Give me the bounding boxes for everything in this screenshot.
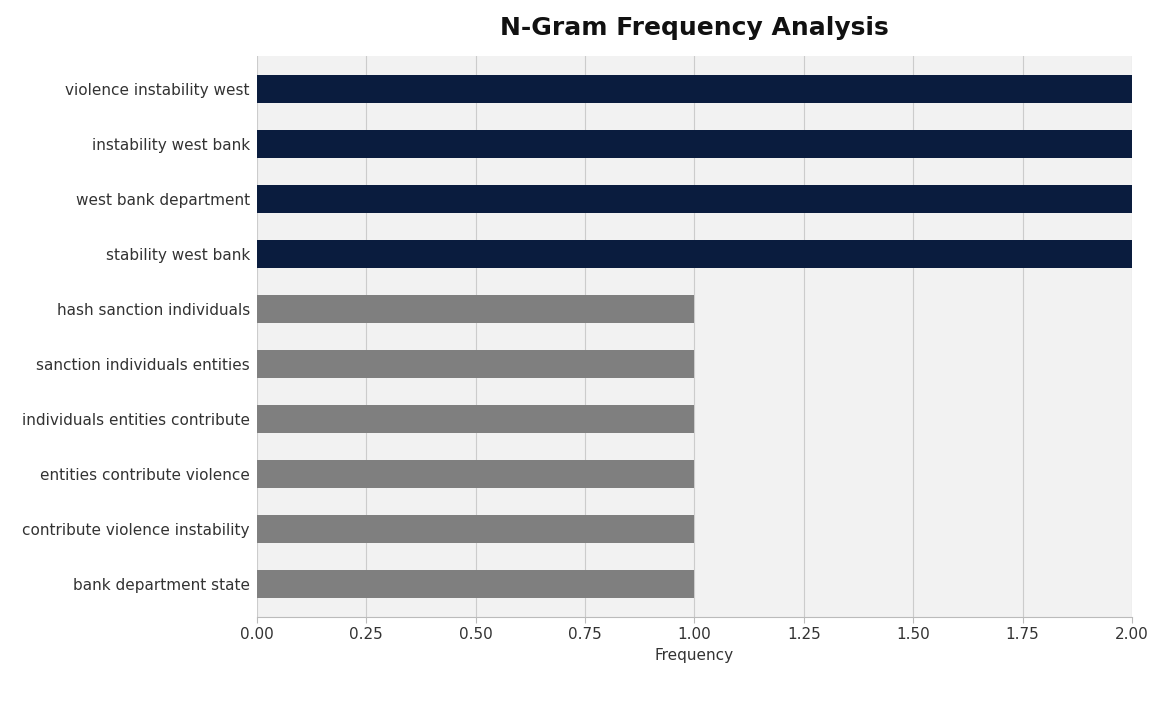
Bar xyxy=(257,350,694,378)
X-axis label: Frequency: Frequency xyxy=(655,648,734,663)
Bar xyxy=(257,240,1132,268)
Bar xyxy=(257,130,1132,158)
Title: N-Gram Frequency Analysis: N-Gram Frequency Analysis xyxy=(499,16,889,40)
Bar xyxy=(257,185,1132,213)
Bar xyxy=(257,75,1132,103)
Bar xyxy=(257,460,694,488)
Bar xyxy=(257,405,694,433)
Bar xyxy=(257,295,694,322)
Bar xyxy=(257,515,694,543)
Bar xyxy=(257,570,694,598)
